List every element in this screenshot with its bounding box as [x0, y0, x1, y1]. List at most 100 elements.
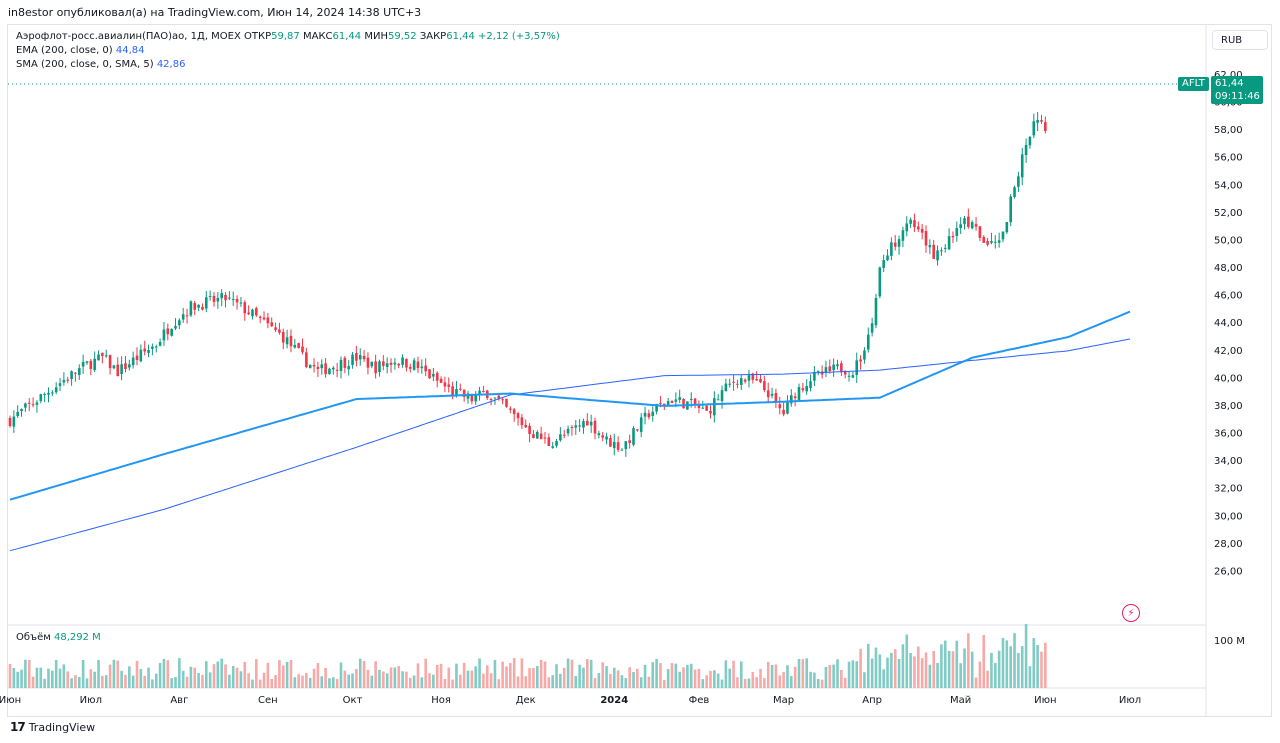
- volume-bar: [1005, 640, 1009, 688]
- volume-bar: [131, 675, 135, 688]
- candle-body: [428, 369, 431, 379]
- candle-body: [201, 306, 204, 310]
- candle-body: [128, 364, 131, 368]
- volume-bar: [674, 663, 678, 688]
- volume-bar: [520, 658, 524, 688]
- volume-bar: [705, 675, 708, 688]
- volume-bar: [747, 678, 751, 688]
- candle-body: [316, 366, 320, 369]
- volume-bars: [8, 623, 1047, 688]
- volume-bar: [1017, 653, 1020, 688]
- candle-body: [770, 393, 774, 396]
- candle-body: [947, 236, 951, 250]
- volume-bar: [382, 671, 385, 688]
- volume-bar: [505, 666, 508, 688]
- volume-bar: [832, 664, 835, 688]
- close-value: 61,44: [446, 31, 475, 42]
- sma-legend[interactable]: SMA (200, close, 0, SMA, 5) 42,86: [16, 58, 185, 72]
- candle-body: [385, 363, 389, 368]
- candle-body: [901, 230, 905, 241]
- time-tick-label: Авг: [170, 695, 188, 706]
- candle-body: [747, 375, 751, 381]
- price-tick-label: 62,00: [1214, 70, 1243, 81]
- candle-body: [790, 395, 793, 404]
- candles: [8, 111, 1047, 457]
- volume-bar: [412, 675, 416, 688]
- volume-bar: [220, 658, 223, 688]
- candle-body: [897, 239, 901, 247]
- candle-body: [478, 390, 481, 394]
- volume-bar: [116, 660, 120, 688]
- candle-body: [555, 441, 558, 446]
- candle-body: [85, 361, 89, 363]
- volume-bar: [255, 659, 258, 688]
- price-tick-label: 44,00: [1214, 318, 1243, 329]
- volume-bar: [266, 662, 270, 688]
- ema-legend[interactable]: EMA (200, close, 0) 44,84: [16, 44, 145, 58]
- tradingview-logo[interactable]: 17 TradingView: [10, 720, 95, 734]
- price-tick-label: 52,00: [1214, 208, 1243, 219]
- volume-bar: [312, 668, 316, 688]
- volume-bar: [251, 679, 254, 688]
- time-tick-label: Ноя: [431, 695, 451, 706]
- candle-body: [547, 437, 551, 446]
- ema-label: EMA (200, close, 0): [16, 45, 113, 56]
- volume-legend[interactable]: Объём 48,292 M: [16, 632, 101, 643]
- candle-body: [632, 428, 635, 445]
- candle-body: [566, 428, 570, 434]
- candle-body: [932, 244, 936, 259]
- volume-bar: [343, 670, 347, 688]
- candle-body: [459, 388, 462, 390]
- volume-bar: [58, 668, 62, 688]
- candle-body: [328, 368, 331, 375]
- price-tick-label: 36,00: [1214, 429, 1243, 440]
- volume-value: 48,292 M: [54, 632, 101, 643]
- volume-bar: [324, 668, 327, 688]
- time-tick-label: Фев: [689, 695, 710, 706]
- volume-bar: [239, 671, 243, 688]
- volume-bar: [659, 663, 662, 688]
- candle-body: [170, 328, 173, 336]
- candle-body: [270, 322, 274, 327]
- candle-body: [412, 360, 416, 370]
- candle-body: [12, 416, 16, 427]
- volume-bar: [901, 644, 905, 688]
- candle-body: [863, 350, 866, 360]
- candle-body: [913, 220, 916, 228]
- candle-body: [786, 401, 789, 414]
- volume-bar: [66, 671, 70, 688]
- lightning-icon[interactable]: ⚡: [1122, 604, 1140, 622]
- volume-bar: [447, 667, 451, 688]
- candle-body: [639, 417, 643, 432]
- volume-bar: [27, 660, 31, 688]
- brand-name: TradingView: [28, 720, 96, 734]
- volume-bar: [301, 675, 304, 688]
- candle-body: [909, 219, 912, 224]
- currency-button[interactable]: RUB: [1212, 30, 1268, 50]
- volume-bar: [62, 664, 66, 688]
- time-tick-label: Май: [950, 695, 971, 706]
- volume-bar: [624, 678, 628, 688]
- volume-bar: [689, 663, 693, 688]
- volume-bar: [459, 674, 462, 688]
- volume-bar: [331, 677, 335, 688]
- symbol-legend[interactable]: Аэрофлот-росс.авиалин(ПАО)ао, 1Д, MOEX О…: [16, 30, 560, 44]
- candle-body: [793, 396, 797, 399]
- candle-body: [51, 392, 54, 394]
- candle-body: [193, 303, 197, 310]
- volume-bar: [366, 669, 370, 688]
- volume-bar: [743, 678, 747, 688]
- candle-body: [693, 398, 697, 406]
- volume-bar: [582, 667, 585, 688]
- candle-body: [605, 436, 608, 440]
- candle-body: [990, 241, 993, 243]
- candle-body: [967, 216, 970, 227]
- volume-bar: [755, 677, 758, 688]
- candle-body: [763, 381, 766, 391]
- volume-bar: [178, 658, 181, 688]
- sma-value: 42,86: [156, 59, 186, 70]
- volume-bar: [432, 674, 435, 688]
- volume-bar: [358, 658, 362, 688]
- volume-bar: [297, 674, 300, 688]
